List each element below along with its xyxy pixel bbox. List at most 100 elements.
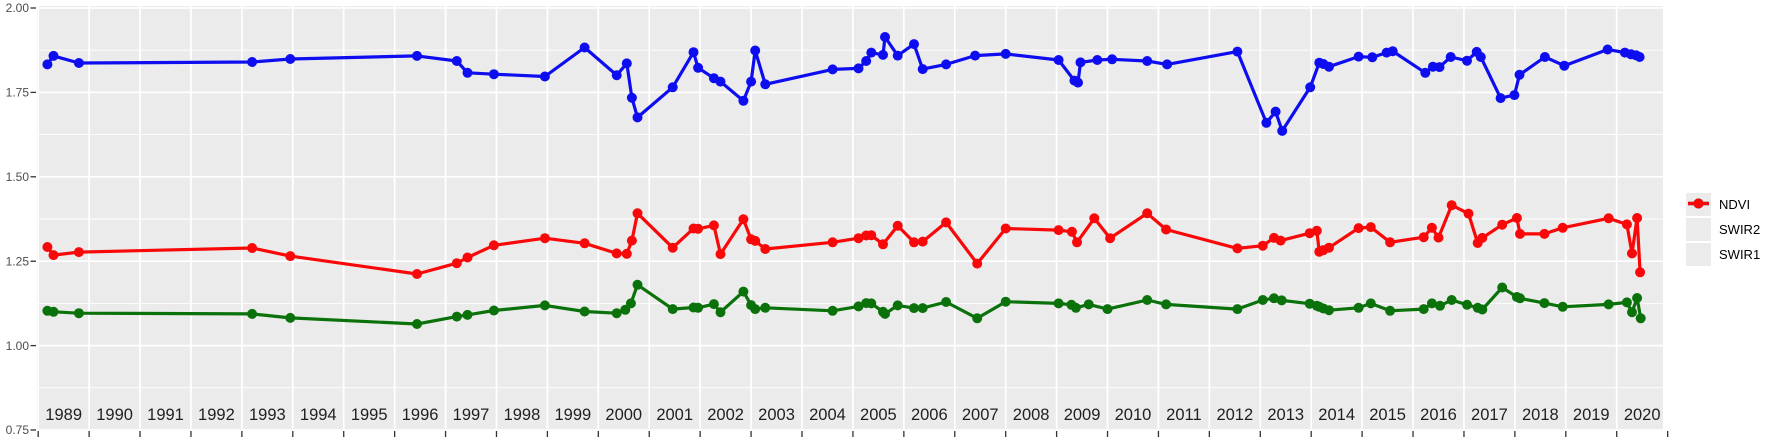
swir2-point (941, 297, 952, 307)
swir1-point (1632, 213, 1643, 223)
swir2-point (412, 319, 422, 329)
swir2-point (1515, 293, 1525, 304)
swir1-point (866, 230, 877, 241)
swir2-point (48, 306, 59, 317)
swir2-point (625, 298, 636, 309)
swir1-point (1353, 223, 1364, 234)
swir1-point (1511, 213, 1522, 223)
x-axis-label: 2009 (1064, 406, 1101, 424)
swir2-point (1161, 299, 1172, 310)
x-axis-label: 2016 (1420, 406, 1457, 424)
swir2-point (1232, 304, 1243, 315)
swir1-point (626, 235, 637, 246)
swir1-point (488, 240, 499, 251)
swir2-point (708, 299, 719, 310)
swir2-point (1070, 302, 1081, 313)
ndvi-point (827, 64, 838, 75)
ndvi-point (866, 47, 877, 58)
swir2-point (892, 300, 903, 311)
swir2-point (1462, 299, 1472, 310)
x-axis-label: 1999 (555, 406, 592, 424)
swir1-point (1000, 223, 1011, 234)
ndvi-point (1270, 106, 1281, 117)
x-axis-label: 2013 (1267, 406, 1304, 424)
ndvi-point (579, 42, 590, 53)
legend: NDVI SWIR2 SWIR1 (1686, 192, 1760, 266)
x-axis-label: 2007 (962, 406, 999, 424)
ndvi-point (285, 54, 296, 64)
swir1-point (972, 258, 983, 269)
swir1-point (693, 223, 704, 234)
swir1-point (1426, 222, 1437, 233)
ndvi-point (1445, 52, 1456, 62)
ndvi-point (760, 79, 771, 90)
x-axis-label: 2005 (860, 406, 897, 424)
swir2-point (827, 305, 838, 316)
swir1-point (1635, 267, 1646, 278)
swir2-point (632, 279, 643, 290)
ndvi-point (42, 59, 53, 70)
swir2-point (451, 311, 462, 322)
swir2-point (909, 303, 919, 314)
swir2-point (972, 313, 983, 324)
swir2-point (1365, 298, 1376, 309)
ndvi-point (1305, 82, 1316, 93)
ndvi-point (1053, 55, 1064, 65)
x-axis-label: 1997 (453, 406, 490, 424)
swir2-point (1632, 293, 1643, 303)
swir2-point (1276, 295, 1287, 306)
swir1-point (462, 252, 473, 263)
x-axis-label: 1998 (504, 406, 541, 424)
ndvi-point (1387, 46, 1398, 57)
swir1-point (1385, 237, 1396, 248)
legend-item-swir1: SWIR1 (1686, 198, 1760, 266)
ndvi-point (1000, 48, 1011, 59)
swir2-point (1603, 299, 1614, 310)
x-axis-label: 2008 (1013, 406, 1050, 424)
ndvi-point (1324, 61, 1334, 72)
swir1-point (42, 242, 53, 252)
ndvi-point (1539, 52, 1550, 62)
ndvi-point (1475, 52, 1486, 62)
swir2-point (285, 312, 296, 323)
legend-label-swir2: SWIR2 (1719, 221, 1761, 237)
swir2-point (579, 306, 590, 317)
ndvi-point (1277, 125, 1288, 136)
x-axis-label: 2019 (1573, 406, 1610, 424)
swir2-point (853, 301, 864, 312)
swir1-point (1142, 208, 1153, 219)
ndvi-point (941, 59, 952, 70)
swir2-point (247, 308, 258, 319)
swir1-point (1053, 225, 1064, 236)
swir2-point (1621, 297, 1632, 308)
ndvi-point (451, 56, 462, 66)
ndvi-point (48, 50, 59, 61)
ndvi-point (247, 57, 258, 67)
x-axis-label: 2004 (809, 406, 846, 424)
ndvi-point (1434, 62, 1445, 73)
swir2-point (760, 302, 771, 313)
swir2-point (539, 300, 550, 311)
swir2-point (1627, 307, 1637, 318)
ndvi-point (1232, 46, 1243, 57)
swir1-point (73, 247, 84, 258)
swir2-point (1426, 298, 1437, 309)
ndvi-point (1367, 52, 1378, 63)
ndvi-point (861, 56, 872, 66)
ndvi-point (1353, 51, 1364, 62)
swir1-point (1072, 237, 1082, 248)
ndvi-point (878, 49, 888, 60)
y-axis-label: 1.25 (6, 254, 30, 268)
ndvi-point (462, 67, 473, 78)
swir2-legend-key-icon (1686, 198, 1711, 241)
swir2-point (1083, 299, 1094, 310)
swir1-point (247, 243, 258, 253)
ndvi-point (1602, 44, 1613, 55)
swir1-point (1621, 219, 1632, 230)
ndvi-point (1162, 59, 1173, 70)
x-axis-label: 2003 (758, 406, 795, 424)
swir1-point (738, 214, 749, 225)
x-axis-label: 2012 (1216, 406, 1253, 424)
x-axis-label: 1995 (351, 406, 388, 424)
swir2-point (1418, 304, 1429, 315)
